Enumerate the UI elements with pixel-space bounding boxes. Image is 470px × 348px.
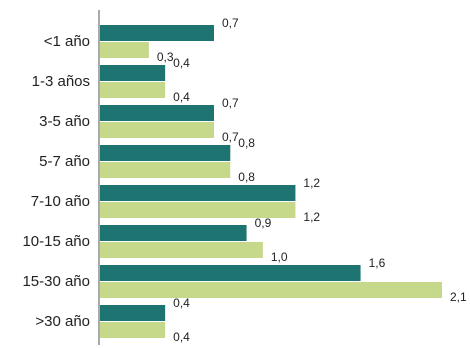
data-label: 0,7 [222,16,239,30]
data-label: 1,2 [303,210,320,224]
data-label: 0,9 [255,216,272,230]
category-label: >30 año [35,313,90,330]
category-label: 10-15 año [22,233,90,250]
category-label: 5-7 año [39,153,90,170]
bar-series-1 [100,265,361,281]
bar-series-1 [100,25,214,41]
data-label: 2,1 [450,290,467,304]
category-label: 3-5 año [39,113,90,130]
category-label: <1 año [44,33,90,50]
bar-series-1 [100,145,231,161]
bar-series-1 [100,305,166,321]
data-label: 0,4 [173,330,190,344]
data-label: 0,4 [173,90,190,104]
category-label: 15-30 año [22,273,90,290]
data-label: 1,2 [303,176,320,190]
data-label: 0,7 [222,96,239,110]
bar-series-2 [100,202,296,218]
bar-series-2 [100,42,149,58]
data-label: 1,0 [271,250,288,264]
data-label: 0,4 [173,56,190,70]
category-label: 1-3 años [32,73,90,90]
bar-series-2 [100,242,263,258]
data-label: 1,6 [369,256,386,270]
bar-series-1 [100,185,296,201]
bar-series-2 [100,282,442,298]
bar-series-2 [100,322,166,338]
bar-series-1 [100,225,247,241]
bar-series-1 [100,65,166,81]
category-label: 7-10 año [31,193,90,210]
bar-series-2 [100,122,214,138]
bar-series-2 [100,162,231,178]
data-label: 0,3 [157,50,174,64]
bar-series-2 [100,82,166,98]
data-label: 0,7 [222,130,239,144]
data-label: 0,8 [238,136,255,150]
data-label: 0,8 [238,170,255,184]
bar-series-1 [100,105,214,121]
data-label: 0,4 [173,296,190,310]
